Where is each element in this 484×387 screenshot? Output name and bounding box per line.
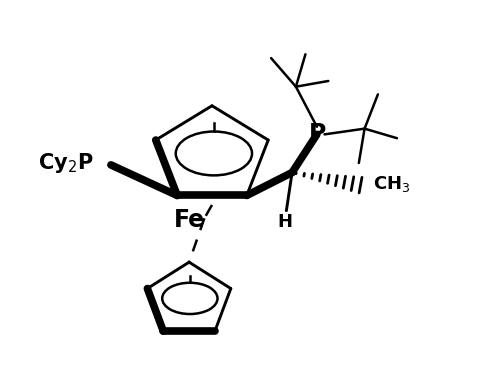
Text: Cy$_2$P: Cy$_2$P bbox=[38, 151, 93, 175]
Text: Fe: Fe bbox=[173, 208, 204, 232]
Text: CH$_3$: CH$_3$ bbox=[372, 174, 409, 194]
Text: P: P bbox=[309, 122, 326, 146]
Text: H: H bbox=[276, 213, 291, 231]
